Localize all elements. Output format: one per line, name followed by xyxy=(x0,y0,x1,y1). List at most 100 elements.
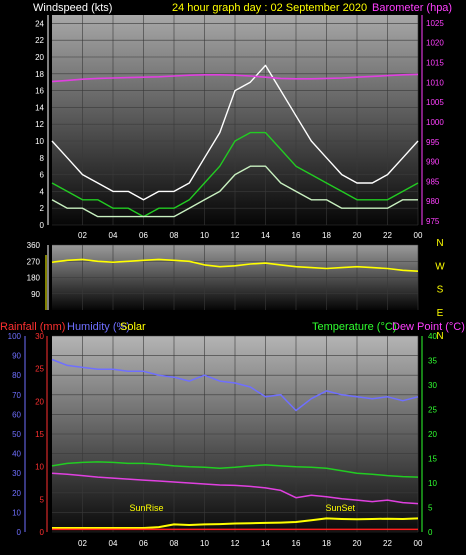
rain-tick-label: 0 xyxy=(40,528,45,537)
series-line xyxy=(51,73,419,83)
rain-tick-label: 10 xyxy=(35,463,44,472)
x-tick-label: 00 xyxy=(414,231,423,240)
x-tick-label: 22 xyxy=(383,231,392,240)
x-tick-label: 16 xyxy=(292,539,301,548)
x-tick-label: 06 xyxy=(139,539,148,548)
y-tick-label: 20 xyxy=(35,53,44,62)
y2-tick-label: 985 xyxy=(426,177,440,186)
compass-label: S xyxy=(437,285,444,296)
humidity-tick-label: 30 xyxy=(12,469,21,478)
x-tick-label: 02 xyxy=(78,539,87,548)
humidity-label: Humidity (%) xyxy=(67,321,130,333)
direction-tick-label: 360 xyxy=(27,241,41,250)
direction-tick-label: 90 xyxy=(31,290,40,299)
rain-tick-label: 30 xyxy=(35,332,44,341)
y-tick-label: 16 xyxy=(35,87,44,96)
humidity-tick-label: 70 xyxy=(12,391,21,400)
x-tick-label: 08 xyxy=(170,539,179,548)
temperature-tick-label: 15 xyxy=(428,455,437,464)
y-tick-label: 12 xyxy=(35,120,44,129)
x-tick-label: 14 xyxy=(261,539,270,548)
y2-tick-label: 980 xyxy=(426,197,440,206)
compass-label: N xyxy=(436,238,443,249)
y-tick-label: 14 xyxy=(35,103,44,112)
y-tick-label: 0 xyxy=(40,221,45,230)
x-tick-label: 14 xyxy=(261,231,270,240)
sun-annotation: SunRise xyxy=(130,503,164,513)
weather-series-line xyxy=(52,517,419,529)
sun-annotation: SunSet xyxy=(325,503,355,513)
y-tick-label: 8 xyxy=(40,154,45,163)
temperature-tick-label: 35 xyxy=(428,357,437,366)
y2-tick-label: 1005 xyxy=(426,98,444,107)
x-tick-label: 20 xyxy=(353,539,362,548)
x-tick-label: 12 xyxy=(231,231,240,240)
compass-label: N xyxy=(436,331,443,342)
x-tick-label: 02 xyxy=(78,231,87,240)
x-tick-label: 20 xyxy=(353,231,362,240)
x-tick-label: 10 xyxy=(200,539,209,548)
x-tick-label: 16 xyxy=(292,231,301,240)
dewpoint-label: Dew Point (°C) xyxy=(392,321,465,333)
y2-tick-label: 995 xyxy=(426,138,440,147)
y-tick-label: 18 xyxy=(35,70,44,79)
y2-tick-label: 1025 xyxy=(426,19,444,28)
humidity-tick-label: 10 xyxy=(12,508,21,517)
y2-tick-label: 1015 xyxy=(426,59,444,68)
y2-tick-label: 1000 xyxy=(426,118,444,127)
weather-series-line xyxy=(51,472,419,505)
x-tick-label: 04 xyxy=(109,231,118,240)
direction-tick-label: 180 xyxy=(27,274,41,283)
x-tick-label: 00 xyxy=(414,539,423,548)
humidity-tick-label: 50 xyxy=(12,430,21,439)
rain-tick-label: 25 xyxy=(35,365,44,374)
series-line xyxy=(51,165,418,218)
compass-label: E xyxy=(437,308,444,319)
temperature-tick-label: 30 xyxy=(428,381,437,390)
chart-title: 24 hour graph day : 02 September 2020 xyxy=(172,2,367,14)
y-tick-label: 10 xyxy=(35,137,44,146)
y-tick-label: 4 xyxy=(40,187,45,196)
direction-tick-label: 270 xyxy=(27,257,41,266)
x-tick-label: 18 xyxy=(322,231,331,240)
y2-tick-label: 1020 xyxy=(426,39,444,48)
y2-tick-label: 1010 xyxy=(426,78,444,87)
humidity-tick-label: 90 xyxy=(12,352,21,361)
x-tick-label: 08 xyxy=(170,231,179,240)
compass-label: W xyxy=(435,261,445,272)
rain-tick-label: 20 xyxy=(35,397,44,406)
temperature-tick-label: 10 xyxy=(428,479,437,488)
temperature-tick-label: 40 xyxy=(428,332,437,341)
humidity-tick-label: 0 xyxy=(17,528,22,537)
weather-series-line xyxy=(51,358,419,412)
solar-label: Solar xyxy=(120,321,146,333)
humidity-tick-label: 40 xyxy=(12,450,21,459)
y-tick-label: 24 xyxy=(35,19,44,28)
barometer-label: Barometer (hpa) xyxy=(372,2,452,14)
temperature-tick-label: 20 xyxy=(428,430,437,439)
temperature-tick-label: 0 xyxy=(428,528,433,537)
temperature-tick-label: 25 xyxy=(428,406,437,415)
humidity-tick-label: 60 xyxy=(12,410,21,419)
y-tick-label: 6 xyxy=(40,171,45,180)
temperature-tick-label: 5 xyxy=(428,504,433,513)
series-line xyxy=(51,64,419,201)
y2-tick-label: 975 xyxy=(426,217,440,226)
weather-series-line xyxy=(51,461,419,478)
windspeed-label: Windspeed (kts) xyxy=(33,2,112,14)
temperature-label: Temperature (°C) xyxy=(312,321,396,333)
x-tick-label: 18 xyxy=(322,539,331,548)
y-tick-label: 22 xyxy=(35,36,44,45)
rain-tick-label: 15 xyxy=(35,430,44,439)
x-tick-label: 06 xyxy=(139,231,148,240)
x-tick-label: 04 xyxy=(109,539,118,548)
y2-tick-label: 990 xyxy=(426,158,440,167)
humidity-tick-label: 100 xyxy=(8,332,22,341)
series-line xyxy=(51,131,419,218)
rainfall-label: Rainfall (mm) xyxy=(0,321,65,333)
humidity-tick-label: 80 xyxy=(12,371,21,380)
y-tick-label: 2 xyxy=(40,204,45,213)
x-tick-label: 22 xyxy=(383,539,392,548)
x-tick-label: 10 xyxy=(200,231,209,240)
